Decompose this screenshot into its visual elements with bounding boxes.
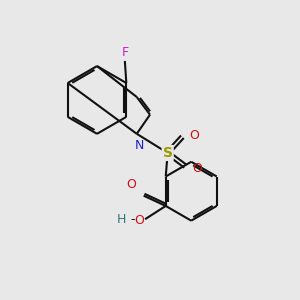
- Text: S: S: [163, 146, 173, 160]
- Text: O: O: [192, 162, 202, 175]
- Text: N: N: [134, 139, 144, 152]
- Text: F: F: [121, 46, 128, 59]
- Text: -: -: [130, 213, 135, 226]
- Text: O: O: [134, 214, 144, 227]
- Text: O: O: [189, 129, 199, 142]
- Text: O: O: [126, 178, 136, 191]
- Text: H: H: [117, 213, 126, 226]
